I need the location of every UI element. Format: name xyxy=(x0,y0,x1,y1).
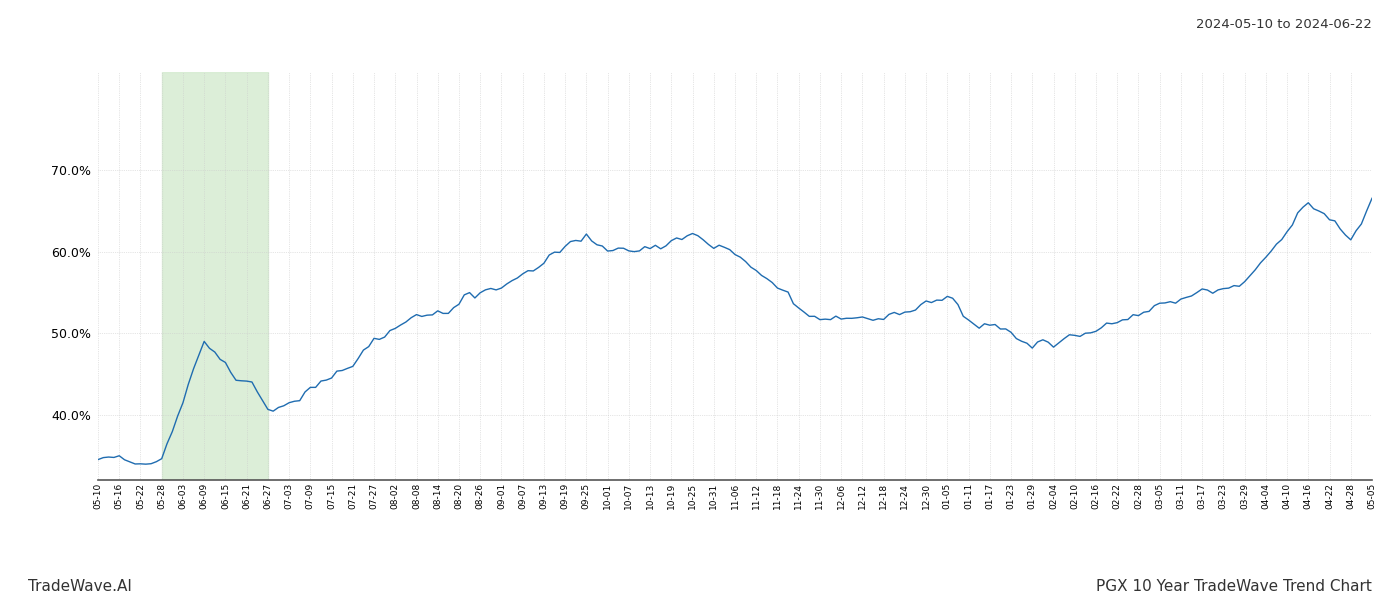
Bar xyxy=(162,72,267,480)
Text: TradeWave.AI: TradeWave.AI xyxy=(28,579,132,594)
Text: 2024-05-10 to 2024-06-22: 2024-05-10 to 2024-06-22 xyxy=(1196,18,1372,31)
Text: PGX 10 Year TradeWave Trend Chart: PGX 10 Year TradeWave Trend Chart xyxy=(1096,579,1372,594)
